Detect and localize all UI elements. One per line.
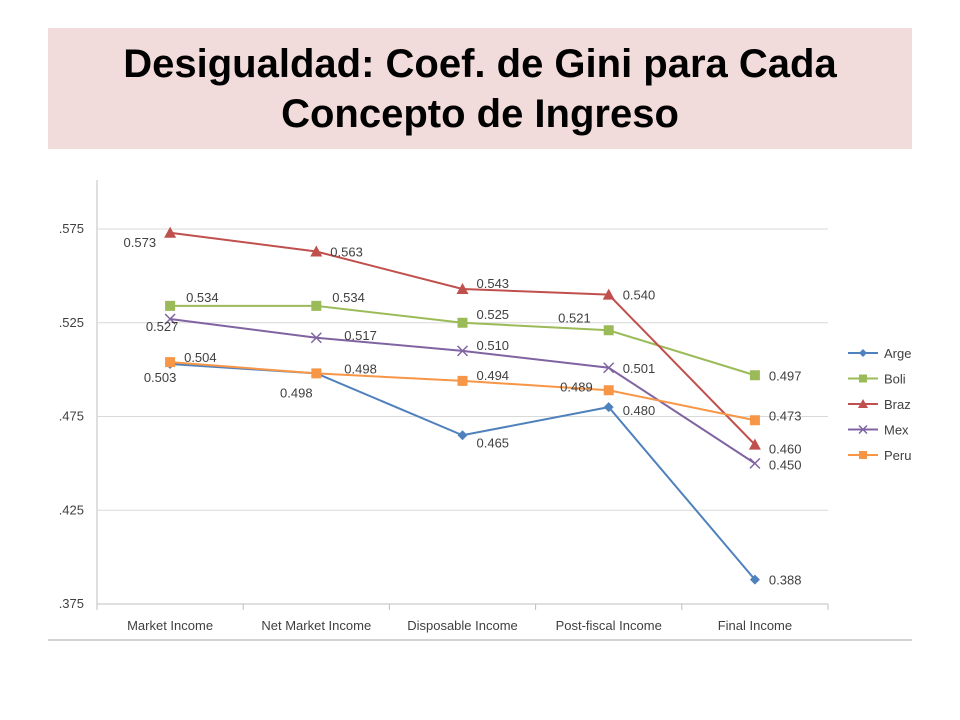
legend-item: Braz — [848, 397, 911, 412]
data-label: 0.510 — [477, 338, 510, 353]
data-point-marker — [749, 574, 760, 585]
x-tick-label: Post-fiscal Income — [556, 618, 662, 633]
legend-marker — [858, 399, 868, 408]
series-line — [169, 231, 756, 446]
series-line — [169, 318, 756, 465]
data-label: 0.517 — [344, 328, 377, 343]
y-tick-label: .575 — [59, 221, 84, 236]
data-point-marker — [311, 300, 322, 311]
data-label: 0.480 — [623, 403, 656, 418]
series-line — [170, 363, 756, 581]
legend-label: Peru — [884, 448, 911, 463]
legend-marker — [859, 374, 867, 383]
data-point-marker — [603, 325, 614, 336]
data-point-marker — [164, 226, 177, 238]
x-tick-label: Market Income — [127, 618, 213, 633]
legend-label: Arge — [884, 346, 911, 361]
data-point-marker — [456, 345, 469, 357]
data-label: 0.473 — [769, 408, 802, 423]
data-point-marker — [311, 368, 322, 379]
data-label: 0.450 — [769, 457, 802, 472]
data-point-marker — [457, 430, 468, 441]
legend-label: Boli — [884, 372, 906, 387]
series-line — [170, 304, 756, 377]
legend-item: Arge — [848, 346, 911, 361]
legend-marker — [859, 349, 867, 357]
x-axis-ticks: Market Income Net Market Income Disposable… — [96, 603, 829, 633]
data-point-marker — [165, 300, 176, 311]
data-labels: 0.503 0.498 0.465 0.480 0.388 0.534 0.534 0.525… — [124, 235, 802, 588]
data-label: 0.525 — [477, 307, 510, 322]
y-tick-label: .525 — [59, 315, 84, 330]
data-point-marker — [457, 317, 468, 328]
data-point-marker — [310, 245, 323, 257]
data-label: 0.465 — [477, 435, 510, 450]
data-label: 0.534 — [332, 290, 365, 305]
slide-title: Desigualdad: Coef. de Gini para Cada Con… — [123, 41, 837, 136]
y-axis-ticks: .575 .525 .475 .425 .375 — [59, 221, 84, 611]
y-tick-label: .375 — [59, 596, 84, 611]
x-tick-label: Final Income — [718, 618, 792, 633]
x-tick-label: Net Market Income — [261, 618, 371, 633]
data-label: 0.489 — [560, 379, 593, 394]
data-point-marker — [603, 402, 614, 413]
series-markers — [164, 226, 761, 585]
data-point-marker — [456, 283, 469, 294]
data-label: 0.540 — [623, 288, 656, 303]
series-line — [170, 361, 756, 422]
data-point-marker — [165, 357, 176, 368]
legend-label: Braz — [884, 397, 911, 412]
data-label: 0.388 — [769, 573, 802, 588]
data-point-marker — [602, 288, 615, 300]
data-point-marker — [749, 370, 760, 381]
data-point-marker — [603, 362, 615, 374]
data-label: 0.497 — [769, 368, 802, 383]
legend-item: Peru — [848, 448, 911, 463]
legend: Arge Boli Braz Mex Peru — [848, 346, 911, 463]
data-point-marker — [310, 332, 322, 344]
data-label: 0.504 — [184, 350, 217, 365]
legend-item: Boli — [848, 372, 906, 387]
data-label: 0.460 — [769, 442, 802, 457]
data-label: 0.543 — [477, 276, 510, 291]
data-label: 0.534 — [186, 290, 219, 305]
plot-frame — [48, 180, 912, 641]
data-label: 0.563 — [330, 245, 363, 260]
data-label: 0.521 — [558, 310, 591, 325]
data-point-marker — [164, 313, 176, 325]
data-point-marker — [457, 375, 468, 386]
data-label: 0.498 — [344, 361, 377, 376]
data-point-marker — [603, 385, 614, 396]
data-label: 0.501 — [623, 361, 656, 376]
data-point-marker — [749, 415, 760, 426]
legend-marker — [858, 424, 868, 435]
y-tick-label: .475 — [59, 409, 84, 424]
data-label: 0.573 — [124, 235, 157, 250]
data-label: 0.494 — [477, 368, 510, 383]
y-tick-label: .425 — [59, 502, 84, 517]
legend-item: Mex — [848, 423, 909, 438]
data-point-marker — [748, 438, 761, 450]
x-tick-label: Disposable Income — [407, 618, 518, 633]
title-band: Desigualdad: Coef. de Gini para Cada Con… — [48, 28, 912, 149]
legend-marker — [859, 451, 867, 459]
data-label: 0.527 — [146, 319, 179, 334]
data-label: 0.498 — [280, 385, 313, 400]
data-label: 0.503 — [144, 370, 177, 385]
legend-label: Mex — [884, 423, 909, 438]
data-point-marker — [749, 457, 761, 469]
